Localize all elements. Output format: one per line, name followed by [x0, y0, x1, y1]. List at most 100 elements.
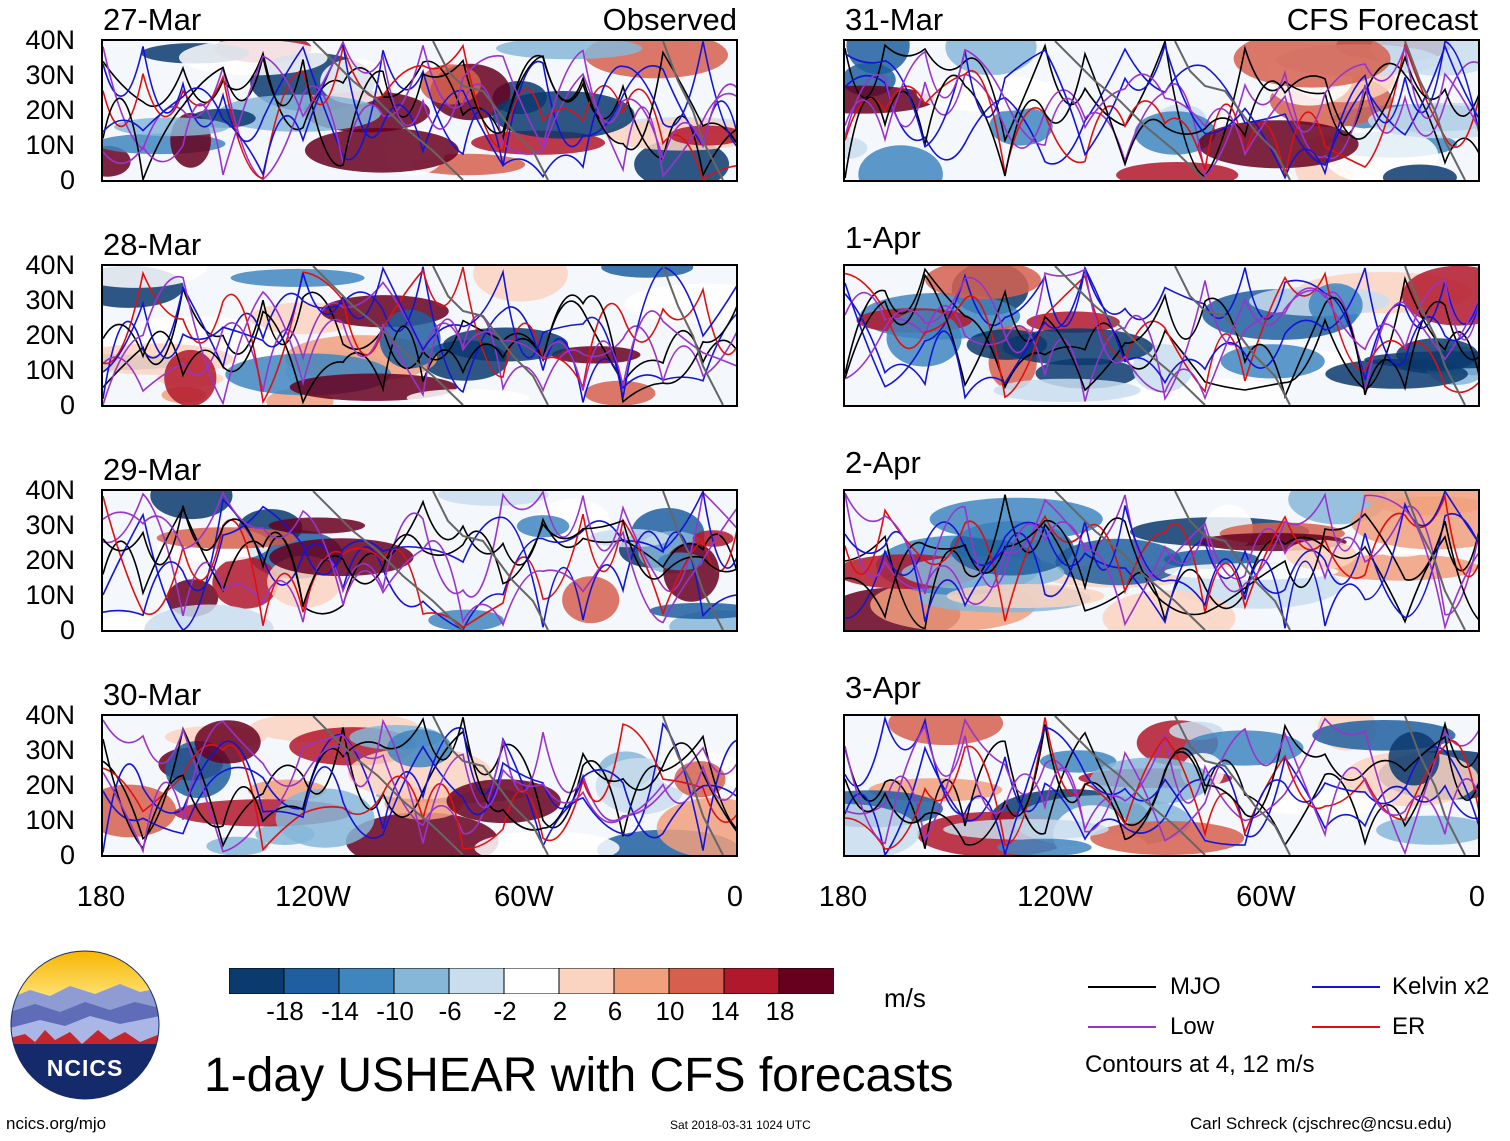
contour-line — [103, 50, 736, 178]
lon-label: 60W — [494, 881, 554, 913]
legend-label-er: ER — [1392, 1013, 1426, 1040]
colorbar-label: 6 — [607, 996, 623, 1026]
shear-field-map — [103, 266, 736, 405]
contour-line — [845, 491, 1478, 629]
colorbar-swatch — [778, 967, 835, 995]
coastline — [1054, 716, 1466, 855]
shear-anomaly-blob — [103, 145, 131, 177]
footer-credit: Carl Schreck (cjschrec@ncsu.edu) — [1190, 1114, 1452, 1133]
lat-label: 30N — [25, 510, 75, 540]
legend-line-er — [1312, 1026, 1380, 1028]
contour-line — [103, 495, 736, 629]
shear-anomaly-blob — [406, 389, 530, 405]
colorbar-units: m/s — [884, 983, 926, 1013]
panel-date-30-mar: 30-Mar — [103, 677, 202, 712]
colorbar-label: 2 — [552, 996, 568, 1026]
shear-anomaly-blob — [275, 788, 375, 848]
map-panel-28-mar — [101, 264, 738, 407]
lon-label: 180 — [818, 881, 868, 913]
shear-anomaly-blob — [1090, 821, 1245, 855]
lon-label: 60W — [1236, 881, 1296, 913]
lat-label: 40N — [25, 250, 75, 280]
lat-label: 30N — [25, 60, 75, 90]
shear-anomaly-blob — [1132, 344, 1193, 393]
colorbar-label: -18 — [266, 996, 304, 1026]
panel-tag-cfs-forecast: CFS Forecast — [1286, 2, 1478, 37]
colorbar-swatch — [723, 967, 780, 995]
map-panel-27-mar — [101, 39, 738, 182]
contour-line — [845, 271, 1478, 399]
footer-url[interactable]: ncics.org/mjo — [6, 1114, 107, 1133]
map-panel-31-mar — [843, 39, 1480, 182]
lat-label: 20N — [25, 545, 75, 575]
contour-line — [103, 275, 736, 405]
colorbar-label: -10 — [376, 996, 414, 1026]
lon-label: 0 — [1468, 881, 1486, 913]
map-panel-29-mar — [101, 489, 738, 632]
contour-line — [103, 740, 736, 853]
shear-anomaly-blob — [217, 94, 381, 132]
lat-label: 20N — [25, 770, 75, 800]
shear-anomaly-blob — [925, 266, 1041, 300]
contour-line — [103, 491, 736, 623]
legend-line-mjo — [1088, 986, 1156, 988]
shear-anomaly-blob — [989, 107, 1053, 146]
contour-line — [103, 498, 736, 630]
shear-anomaly-blob — [1401, 266, 1478, 326]
contour-line — [103, 266, 736, 405]
colorbar-swatch — [503, 967, 560, 995]
contour-line — [845, 716, 1478, 855]
contour-line — [845, 717, 1478, 850]
colorbar-swatch — [393, 967, 450, 995]
shear-anomaly-blob — [946, 584, 1105, 608]
contour-line — [845, 492, 1478, 630]
lat-label: 40N — [25, 25, 75, 55]
shear-anomaly-blob — [347, 747, 492, 800]
legend-label-kelvin: Kelvin x2 — [1392, 973, 1490, 1000]
shear-anomaly-blob — [230, 268, 365, 287]
colorbar-swatch — [338, 967, 395, 995]
contour-line — [845, 512, 1478, 620]
lat-label: 20N — [25, 320, 75, 350]
legend-line-kelvin — [1312, 986, 1380, 988]
shear-anomaly-blob — [1396, 338, 1478, 372]
contour-line — [103, 41, 736, 179]
colorbar-label: 14 — [710, 996, 740, 1026]
contour-line — [845, 41, 1478, 178]
shear-anomaly-blob — [993, 378, 1141, 402]
ncics-logo: NCICS — [10, 950, 160, 1100]
shear-anomaly-blob — [1220, 344, 1325, 379]
lat-label: 10N — [25, 805, 75, 835]
contour-line — [845, 513, 1478, 625]
coastline — [312, 266, 724, 405]
shear-anomaly-blob — [103, 266, 208, 288]
coastline — [312, 41, 724, 180]
shear-anomaly-blob — [496, 41, 643, 60]
contour-line — [103, 50, 736, 180]
coastline — [1054, 491, 1466, 630]
contour-line — [845, 493, 1478, 622]
contour-line — [103, 505, 736, 607]
lat-label: 30N — [25, 285, 75, 315]
colorbar-label: 18 — [765, 996, 795, 1026]
coastline — [312, 491, 724, 630]
lon-label: 120W — [275, 881, 351, 913]
lat-label: 0 — [59, 390, 75, 420]
lon-label: 180 — [76, 881, 126, 913]
shear-anomaly-blob — [858, 145, 943, 180]
shear-anomaly-blob — [888, 716, 1004, 745]
shear-anomaly-blob — [212, 556, 279, 609]
footer-timestamp: Sat 2018-03-31 1024 UTC — [670, 1118, 811, 1132]
colorbar-swatch — [613, 967, 670, 995]
colorbar-label: -2 — [493, 996, 517, 1026]
legend-label-mjo: MJO — [1170, 973, 1221, 1000]
shear-anomaly-blob — [164, 349, 217, 405]
contour-line — [845, 41, 1478, 178]
shear-field-map — [103, 716, 736, 855]
contour-line — [845, 717, 1478, 855]
panel-tag-observed: Observed — [602, 2, 737, 37]
lat-label: 40N — [25, 475, 75, 505]
lat-label: 10N — [25, 130, 75, 160]
shear-anomaly-blob — [428, 609, 504, 630]
contour-line — [103, 716, 736, 850]
